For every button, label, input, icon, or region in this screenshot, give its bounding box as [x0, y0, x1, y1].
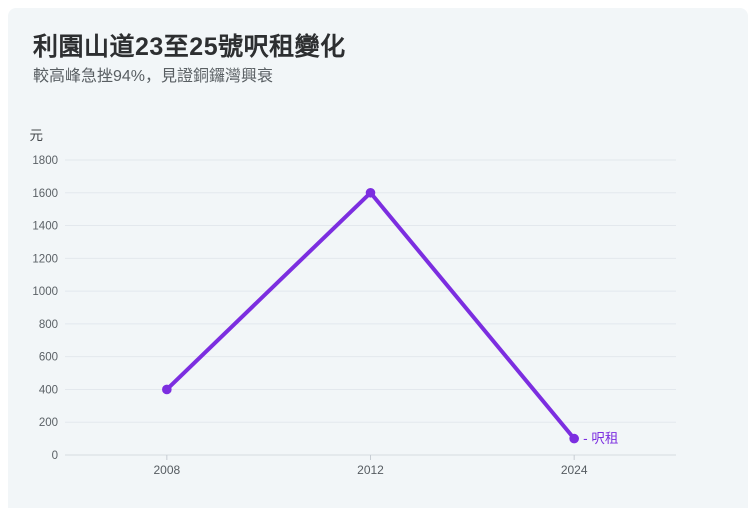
y-axis-tick-label: 1600 [32, 188, 58, 200]
series-line [164, 190, 577, 441]
y-axis-tick-label: 1000 [32, 286, 58, 298]
chart-subtitle: 較高峰急挫94%，見證銅鑼灣興衰 [33, 68, 274, 85]
data-point-marker [365, 187, 376, 198]
data-point-marker [569, 433, 579, 444]
series-end-label: - 呎租 [583, 431, 618, 446]
y-axis-unit-label: 元 [30, 128, 44, 143]
y-axis-tick-label: 400 [39, 384, 58, 396]
y-axis-tick-label: 1800 [32, 155, 58, 167]
y-axis-tick-label: 600 [39, 352, 58, 364]
y-axis-tick-label: 800 [39, 319, 58, 331]
y-axis-tick-label: 200 [39, 417, 58, 429]
x-axis-tick-label: 2012 [357, 463, 384, 477]
y-axis-tick-label: 1400 [32, 221, 58, 233]
x-axis-tick-label: 2008 [153, 463, 180, 477]
chart-title: 利園山道23至25號呎租變化 [33, 33, 346, 61]
data-point-marker [162, 384, 172, 395]
y-axis-tick-label: 1200 [32, 253, 58, 265]
x-axis-tick-label: 2024 [561, 463, 588, 477]
y-axis-tick-label: 0 [52, 450, 58, 462]
